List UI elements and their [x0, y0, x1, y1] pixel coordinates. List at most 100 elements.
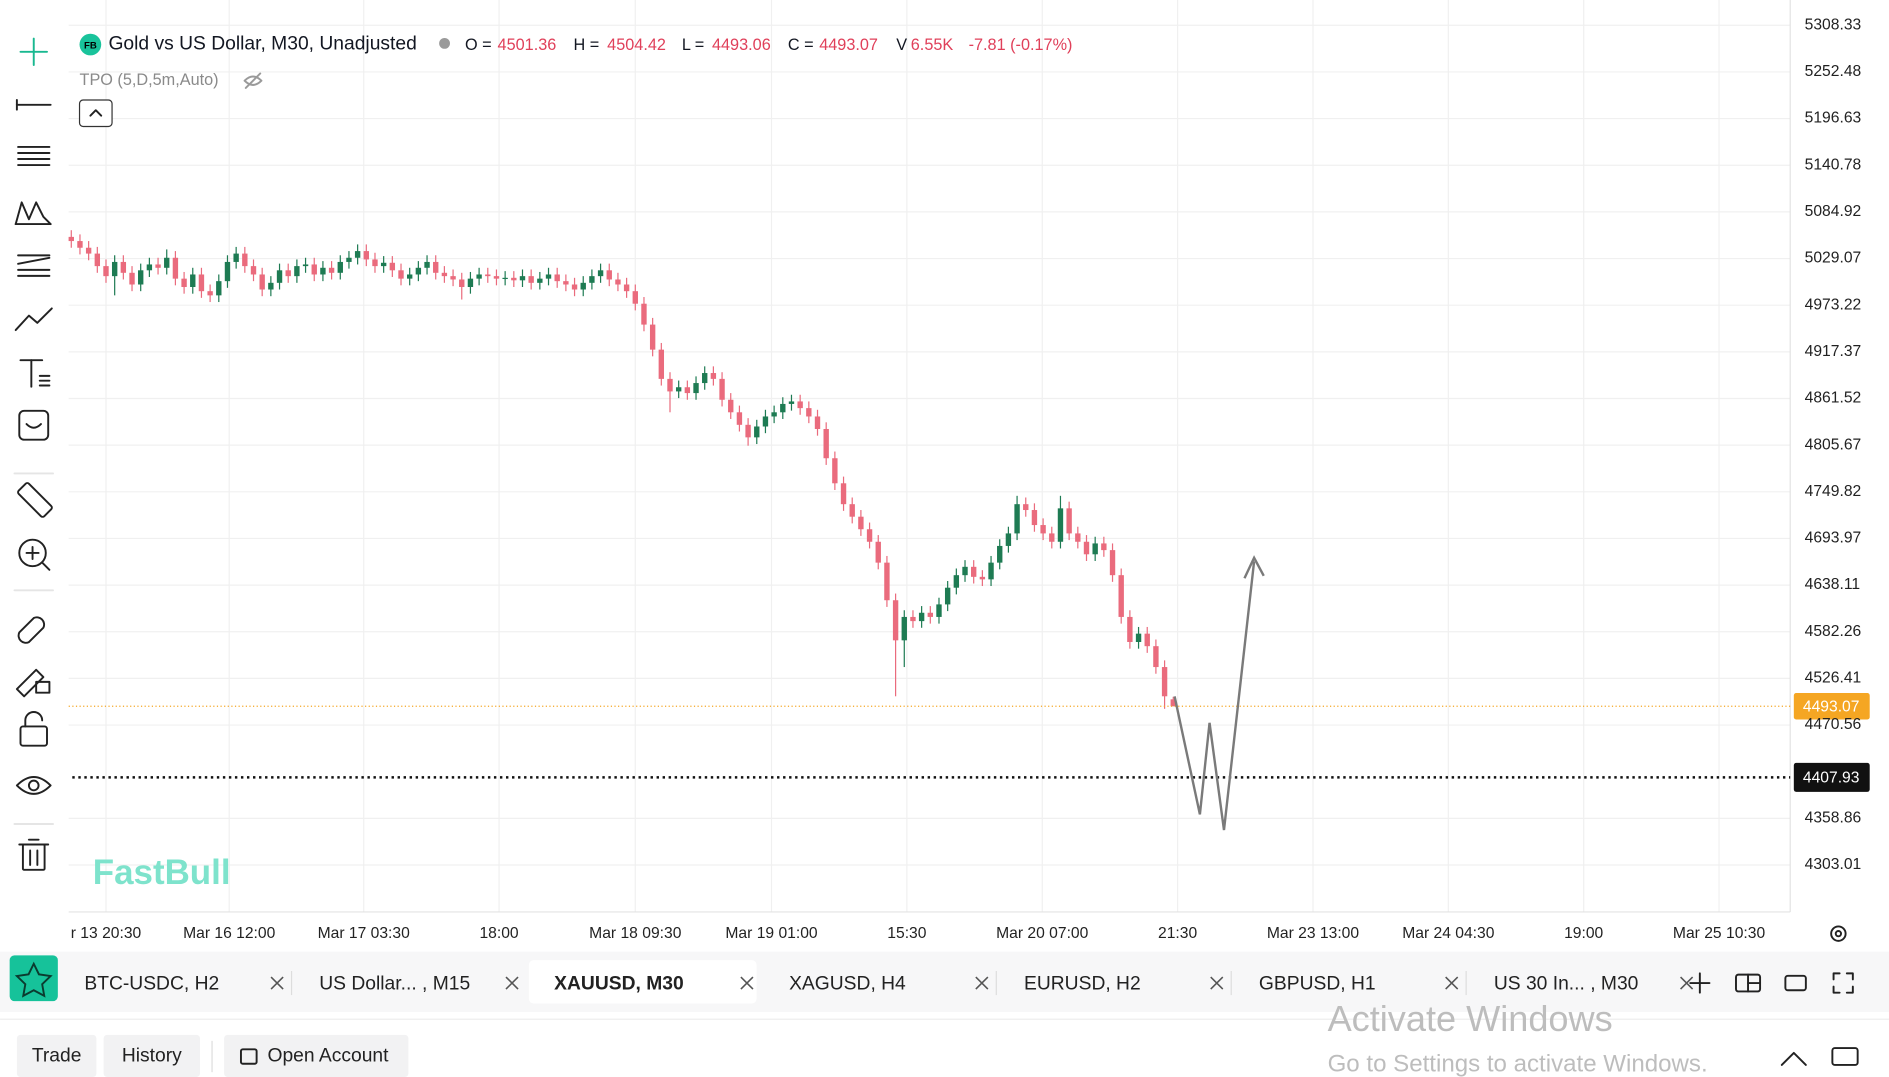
- logo-text: FB: [84, 40, 97, 51]
- candle-body: [702, 373, 708, 384]
- candle-body: [797, 401, 803, 409]
- collapse-button[interactable]: [78, 99, 113, 128]
- candle-body: [294, 266, 300, 277]
- zigzag-path[interactable]: [1173, 561, 1256, 831]
- candle-body: [502, 277, 508, 280]
- user-drawing[interactable]: [1173, 555, 1265, 831]
- y-tick-label: 4805.67: [1805, 436, 1862, 453]
- candle-body: [380, 262, 387, 267]
- tab-label[interactable]: XAGUSD, H4: [789, 973, 906, 994]
- visibility-tool[interactable]: [15, 776, 52, 795]
- lock-drawing-tool[interactable]: [15, 668, 51, 698]
- tab-label[interactable]: US 30 In... , M30: [1494, 973, 1639, 994]
- candle-body: [1101, 543, 1107, 551]
- fib-tool[interactable]: [17, 146, 51, 167]
- candle-body: [459, 279, 465, 288]
- candle-body: [554, 274, 560, 282]
- candle-body: [823, 428, 829, 459]
- fullscreen-button[interactable]: [1832, 972, 1854, 994]
- candle-body: [1023, 504, 1029, 511]
- ruler-tool[interactable]: [17, 482, 53, 518]
- candle-body: [988, 562, 994, 580]
- tab-close[interactable]: [1210, 976, 1224, 990]
- x-tick-label: r 13 20:30: [71, 925, 142, 942]
- tab-label[interactable]: GBPUSD, H1: [1259, 973, 1376, 994]
- tab-close[interactable]: [270, 976, 284, 990]
- alert-label: 4407.93: [1803, 770, 1860, 787]
- activation-title: Activate Windows: [1328, 998, 1613, 1039]
- candle-body: [780, 403, 786, 413]
- tab-close[interactable]: [1445, 976, 1459, 990]
- candle-body: [736, 412, 743, 425]
- candle-body: [649, 324, 656, 350]
- open-account-button[interactable]: [224, 1034, 409, 1077]
- y-tick-label: 4693.97: [1805, 530, 1862, 547]
- candle-body: [1109, 550, 1116, 576]
- collapse-panel[interactable]: [1780, 1051, 1807, 1066]
- panel-toggle[interactable]: [1831, 1047, 1859, 1066]
- candle-body: [858, 516, 864, 530]
- candle-body: [1075, 533, 1081, 542]
- magnet-tool[interactable]: [17, 616, 45, 644]
- trend-tool[interactable]: [14, 307, 53, 332]
- window-button[interactable]: [1784, 974, 1807, 992]
- candle-body: [710, 373, 717, 379]
- candle-body: [918, 612, 925, 622]
- y-tick-label: 4638.11: [1805, 576, 1860, 593]
- tab-label[interactable]: EURUSD, H2: [1024, 973, 1141, 994]
- history-button[interactable]: [103, 1034, 200, 1077]
- settings-button[interactable]: [1830, 925, 1847, 942]
- y-tick-label: 5140.78: [1805, 156, 1862, 173]
- lock-tool[interactable]: [19, 711, 48, 747]
- candle-body: [77, 241, 83, 248]
- candle-body: [398, 270, 404, 279]
- x-tick-label: Mar 18 09:30: [589, 925, 682, 942]
- grid: [68, 0, 1791, 912]
- ohlc-label: C =: [788, 36, 814, 54]
- tab-close[interactable]: [740, 976, 754, 990]
- candle-body: [68, 236, 74, 242]
- tab-label[interactable]: US Dollar... , M15: [319, 973, 470, 994]
- hide-icon[interactable]: [243, 72, 263, 89]
- tab-label[interactable]: BTC-USDC, H2: [84, 973, 219, 994]
- candle-body: [580, 282, 586, 290]
- candle-body: [814, 416, 821, 429]
- candle-body: [198, 274, 205, 292]
- candle-body: [389, 262, 396, 271]
- x-tick-label: 15:30: [887, 925, 926, 942]
- text-tool[interactable]: [19, 359, 51, 388]
- candle-body: [155, 264, 161, 268]
- tab-close[interactable]: [975, 976, 989, 990]
- crosshair-tool[interactable]: [19, 37, 48, 67]
- candle-body: [563, 281, 569, 285]
- tab-close[interactable]: [1680, 976, 1694, 990]
- logo-badge: [79, 33, 102, 56]
- y-tick-label: 4470.56: [1805, 716, 1862, 733]
- y-tick-label: 5029.07: [1805, 250, 1862, 267]
- candle-body: [545, 274, 552, 279]
- open-account-label: Open Account: [267, 1046, 389, 1067]
- trade-button[interactable]: [16, 1034, 97, 1077]
- line-tool[interactable]: [15, 99, 52, 111]
- channel-tool[interactable]: [17, 254, 51, 277]
- zoom-tool[interactable]: [18, 538, 51, 571]
- delete-tool[interactable]: [18, 838, 50, 871]
- last-price-label: 4493.07: [1803, 699, 1860, 716]
- emoji-tool[interactable]: [18, 409, 50, 441]
- symbol-title[interactable]: Gold vs US Dollar, M30, Unadjusted: [108, 34, 416, 55]
- last-price-box: [1793, 693, 1870, 720]
- favorites-button[interactable]: [9, 955, 58, 1002]
- add-tab[interactable]: [1689, 972, 1711, 994]
- tab-close[interactable]: [505, 976, 519, 990]
- candle-body: [441, 272, 448, 277]
- tab-label[interactable]: XAUUSD, M30: [554, 973, 684, 994]
- candle-body: [164, 257, 170, 268]
- pattern-tool[interactable]: [14, 201, 52, 226]
- candle-body: [623, 284, 630, 292]
- candle-body: [962, 566, 968, 576]
- indicator-label[interactable]: TPO (5,D,5m,Auto): [80, 71, 219, 89]
- candle-body: [103, 266, 109, 277]
- candle-body: [138, 270, 144, 285]
- layout-button[interactable]: [1735, 973, 1762, 993]
